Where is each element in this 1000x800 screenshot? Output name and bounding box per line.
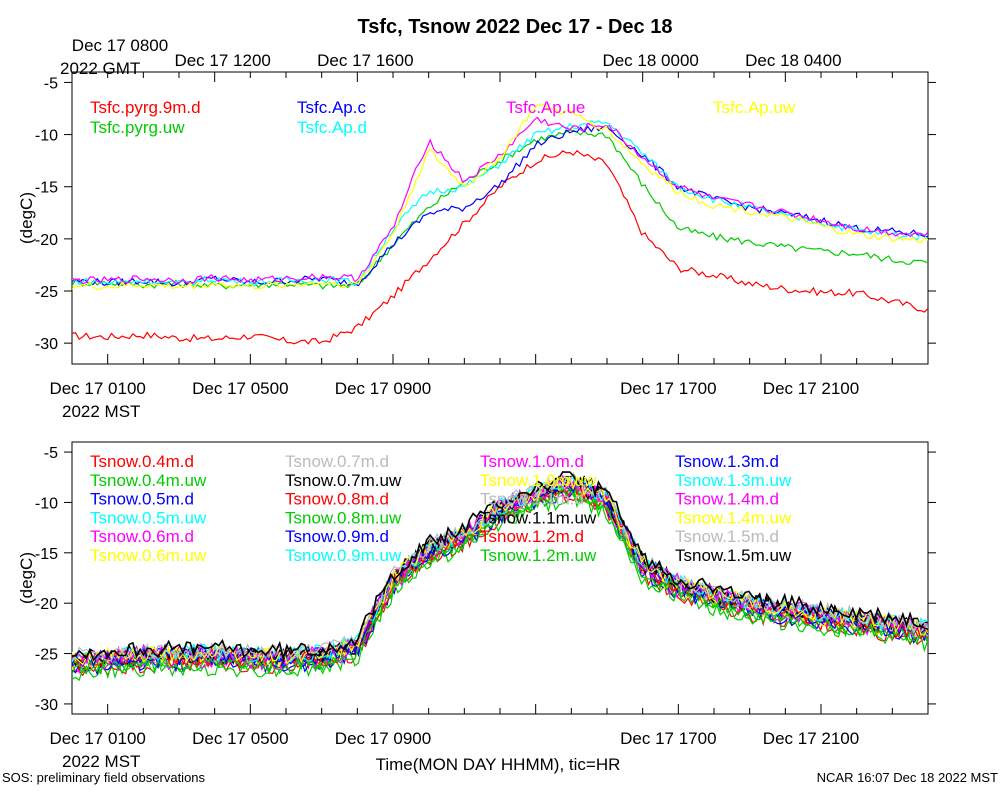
legend-entry: Tsfc.pyrg.9m.d — [90, 98, 201, 117]
legend-entry: Tsnow.0.7m.d — [285, 452, 389, 471]
top-tick-label: Dec 18 0000 — [602, 51, 698, 70]
legend-entry: Tsfc.Ap.c — [297, 98, 366, 117]
series-line — [72, 485, 928, 676]
top-tick-label: Dec 17 1200 — [174, 51, 270, 70]
series-line — [72, 149, 928, 345]
top-bottom-tick-label: Dec 17 2100 — [763, 379, 859, 398]
bottom-bottom-tick-label: Dec 17 2100 — [763, 729, 859, 748]
legend-entry: Tsnow.1.4m.d — [675, 490, 779, 509]
legend-entry: Tsnow.0.6m.d — [90, 527, 194, 546]
legend-entry: Tsnow.1.3m.d — [675, 452, 779, 471]
legend-entry: Tsfc.Ap.uw — [713, 98, 796, 117]
bottom-y-tick-label: -25 — [35, 647, 58, 664]
bottom-bottom-tick-label: Dec 17 0900 — [335, 729, 431, 748]
bottom-y-tick-label: -30 — [35, 697, 58, 714]
top-bottom-tick-label: Dec 17 0900 — [335, 379, 431, 398]
top-bottom-tick-label: Dec 17 0100 — [49, 379, 145, 398]
legend-entry: Tsnow.0.8m.d — [285, 490, 389, 509]
legend-entry: Tsnow.0.9m.uw — [285, 546, 402, 565]
top-bottom-tick-label: Dec 17 1700 — [620, 379, 716, 398]
legend-entry: Tsnow.1.1m.d — [480, 490, 584, 509]
legend-entry: Tsnow.0.7m.uw — [285, 471, 402, 490]
footer-right-note: NCAR 16:07 Dec 18 2022 MST — [817, 770, 998, 785]
top-y-tick-label: -25 — [35, 284, 58, 301]
legend-entry: Tsnow.1.2m.d — [480, 527, 584, 546]
top-bottom-tick-label: Dec 17 0500 — [192, 379, 288, 398]
legend-entry: Tsnow.1.5m.uw — [675, 546, 792, 565]
top-tick-label: Dec 18 0400 — [745, 51, 841, 70]
legend-entry: Tsnow.1.2m.uw — [480, 546, 597, 565]
series-line — [72, 476, 928, 663]
legend-entry: Tsnow.1.4m.uw — [675, 508, 792, 527]
bottom-bottom-tick-label: Dec 17 1700 — [620, 729, 716, 748]
legend-entry: Tsfc.Ap.d — [297, 118, 367, 137]
bottom-y-tick-label: -20 — [35, 596, 58, 613]
series-line — [72, 477, 928, 669]
legend-entry: Tsnow.0.8m.uw — [285, 508, 402, 527]
legend-entry: Tsnow.1.3m.uw — [675, 471, 792, 490]
chart-title: Tsfc, Tsnow 2022 Dec 17 - Dec 18 — [358, 16, 673, 38]
series-line — [72, 475, 928, 666]
bottom-y-tick-label: -15 — [35, 546, 58, 563]
series-line — [72, 120, 928, 287]
legend-entry: Tsnow.0.5m.uw — [90, 508, 207, 527]
top-y-tick-label: -5 — [44, 75, 58, 92]
bottom-y-tick-label: -10 — [35, 495, 58, 512]
bottom-series-group — [72, 471, 928, 682]
legend-entry: Tsnow.0.6m.uw — [90, 546, 207, 565]
series-line — [72, 116, 928, 285]
footer-left-note: SOS: preliminary field observations — [2, 770, 206, 785]
top-series-group — [72, 103, 928, 345]
bottom-bottom-axis-label: 2022 MST — [62, 752, 140, 771]
legend-entry: Tsnow.1.0m.d — [480, 452, 584, 471]
legend-entry: Tsnow.1.5m.d — [675, 527, 779, 546]
top-tick-label: Dec 17 1600 — [317, 51, 413, 70]
top-axis-label: 2022 GMT — [60, 59, 140, 78]
legend-entry: Tsfc.pyrg.uw — [90, 118, 185, 137]
series-line — [72, 124, 928, 287]
x-axis-title: Time(MON DAY HHMM), tic=HR — [376, 755, 621, 774]
top-y-tick-label: -30 — [35, 336, 58, 353]
top-tick-label: Dec 17 0800 — [72, 36, 168, 55]
legend-entry: Tsnow.1.1m.uw — [480, 508, 597, 527]
bottom-y-tick-label: -5 — [44, 445, 58, 462]
top-y-tick-label: -10 — [35, 128, 58, 145]
legend-entry: Tsnow.0.5m.d — [90, 490, 194, 509]
bottom-bottom-tick-label: Dec 17 0500 — [192, 729, 288, 748]
legend-entry: Tsnow.0.4m.d — [90, 452, 194, 471]
bottom-panel: -5 -10 -15 -20 -25 -30 (degC) Dec 17 0100 Dec 17… — [17, 441, 936, 771]
bottom-bottom-tick-label: Dec 17 0100 — [49, 729, 145, 748]
legend-entry: Tsnow.0.4m.uw — [90, 471, 207, 490]
top-bottom-axis-label: 2022 MST — [62, 402, 140, 421]
series-line — [72, 129, 928, 290]
top-y-tick-label: -15 — [35, 180, 58, 197]
series-line — [72, 491, 928, 682]
series-line — [72, 103, 928, 291]
legend-entry: Tsfc.Ap.ue — [506, 98, 585, 117]
top-panel: -5 -10 -15 -20 -25 -30 (degC) Dec 17 0100 Dec 17… — [17, 36, 936, 421]
series-line — [72, 471, 928, 662]
top-y-axis-label: (degC) — [17, 192, 36, 244]
legend-entry: Tsnow.0.9m.d — [285, 527, 389, 546]
top-y-tick-label: -20 — [35, 232, 58, 249]
legend-entry: Tsnow.1.0m.uw — [480, 471, 597, 490]
bottom-y-axis-label: (degC) — [17, 552, 36, 604]
